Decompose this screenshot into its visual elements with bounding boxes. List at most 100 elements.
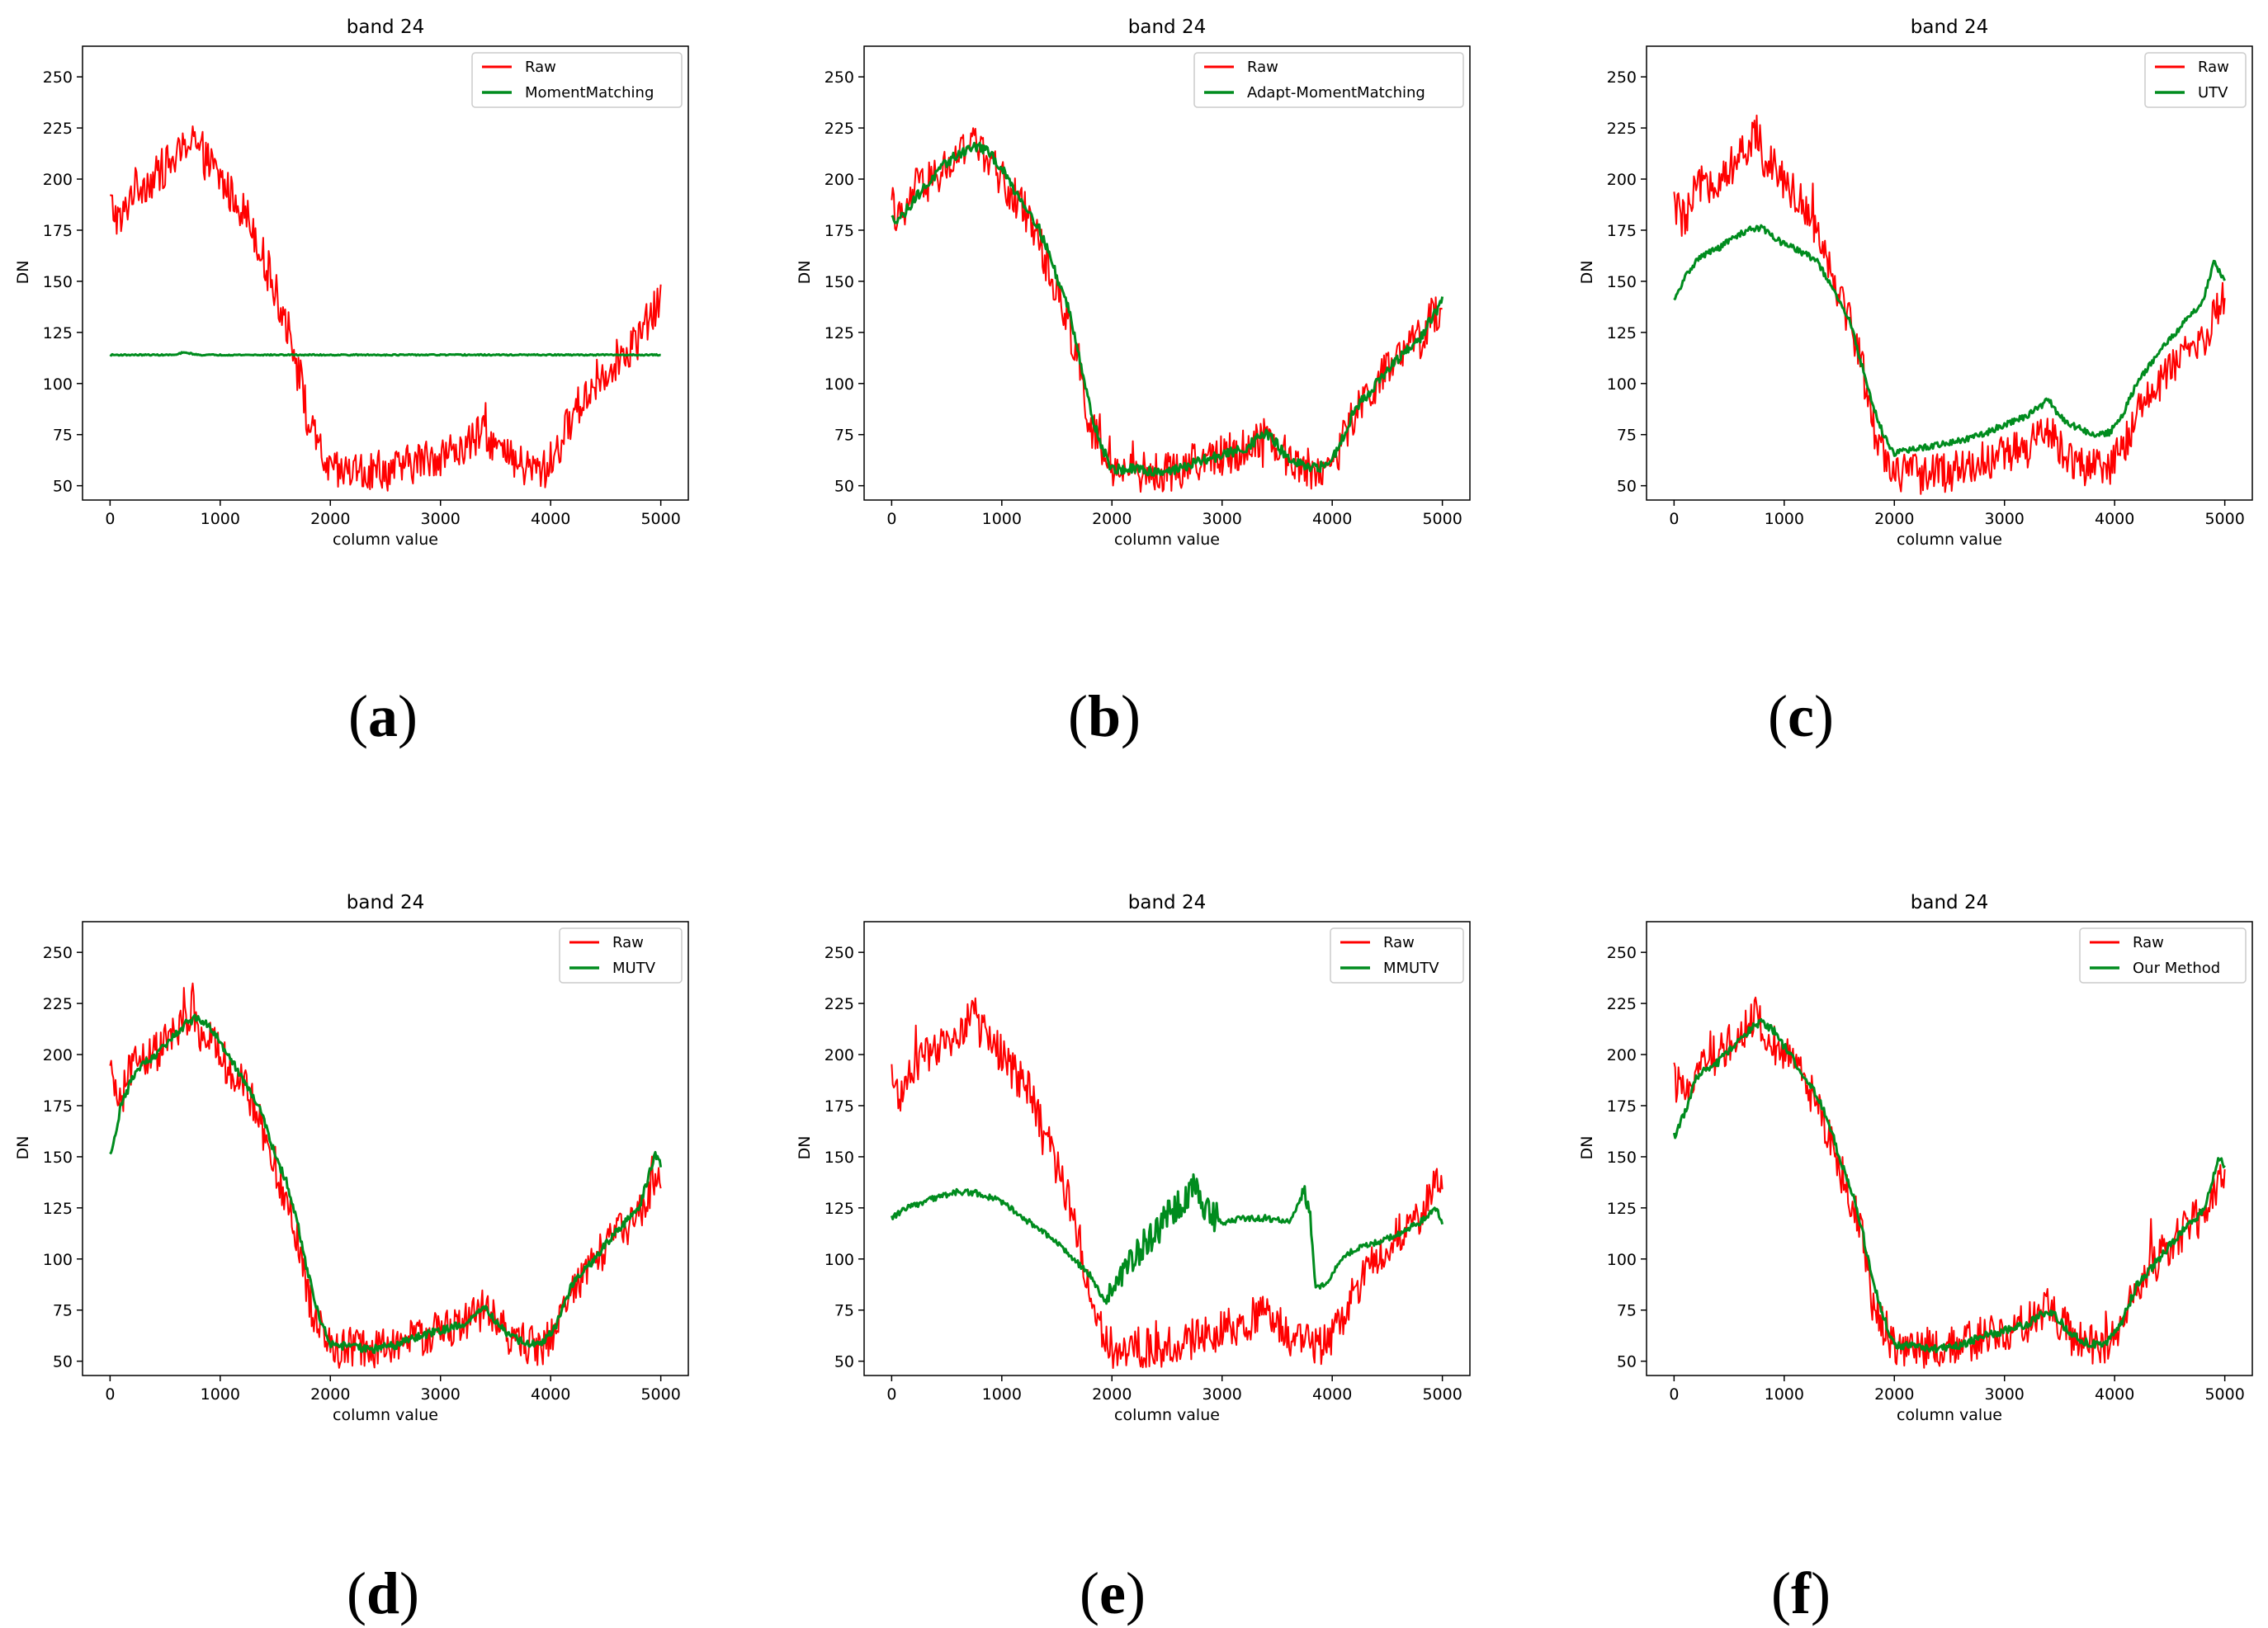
panel-a-ytick-label-125: 125 <box>43 324 73 342</box>
panel-c-legend-box <box>2144 52 2247 108</box>
panel-a-series-raw-line <box>109 125 662 492</box>
panel-b: band 24 column value DN 0 1000 2000 3000 400… <box>796 17 1471 749</box>
panel-d-legend: Raw MUTV <box>559 927 683 984</box>
panel-f-xtick-label-2000: 2000 <box>1874 1385 1914 1404</box>
panel-a-legend-label-raw: Raw <box>525 59 556 76</box>
panel-e-xtick-label-0: 0 <box>886 1385 896 1404</box>
panel-f-ytick-label-150: 150 <box>1607 1149 1637 1167</box>
panel-f-xtick-label-3000: 3000 <box>1985 1385 2025 1404</box>
panel-b-title: band 24 <box>1128 17 1206 38</box>
panel-d-series-method-line <box>109 1013 663 1354</box>
panel-d-ytick-label-150: 150 <box>43 1149 73 1167</box>
panel-e-plot-area <box>890 997 1444 1369</box>
panel-b-xlabel: column value <box>1114 531 1220 549</box>
panel-b-label: (b) <box>1068 683 1141 749</box>
panel-c-xtick-label-2000: 2000 <box>1874 510 1914 528</box>
panel-d-frame <box>82 921 689 1376</box>
panel-a-xtick-label-5000: 5000 <box>640 510 680 528</box>
panel-f-legend-label-method: Our Method <box>2133 960 2220 977</box>
panel-b-xtick-label-3000: 3000 <box>1203 510 1242 528</box>
panel-e-ytick-label-125: 125 <box>825 1200 854 1218</box>
panel-c-ticks: 0 1000 2000 3000 4000 5000 50 75 100 125 150 175 200… <box>1607 68 2245 528</box>
panel-d-xtick-label-5000: 5000 <box>640 1385 680 1404</box>
panel-b-xtick-label-0: 0 <box>886 510 896 528</box>
panel-a-legend: Raw MomentMatching <box>471 52 683 108</box>
panel-e-ytick-label-150: 150 <box>825 1149 854 1167</box>
panel-a-ytick-label-150: 150 <box>43 273 73 291</box>
panel-b-frame <box>863 45 1471 501</box>
panel-a-xtick-label-4000: 4000 <box>531 510 570 528</box>
panel-d-ytick-label-100: 100 <box>43 1251 73 1269</box>
panel-d-series-raw-line <box>109 982 662 1369</box>
panel-d-xtick-label-4000: 4000 <box>531 1385 570 1404</box>
panel-e-title: band 24 <box>1128 892 1206 913</box>
panel-e-xtick-label-4000: 4000 <box>1312 1385 1352 1404</box>
panel-a-plot-area <box>109 125 662 492</box>
panel-b-ytick-label-100: 100 <box>825 375 854 394</box>
panel-e-ytick-label-225: 225 <box>825 995 854 1013</box>
panel-e-label: (e) <box>1080 1560 1146 1626</box>
panel-c-ytick-label-50: 50 <box>1617 478 1637 496</box>
panel-c: band 24 column value DN 0 1000 2000 3000 400… <box>1578 17 2253 749</box>
panel-b-xtick-label-1000: 1000 <box>982 510 1022 528</box>
panel-c-xtick-label-0: 0 <box>1669 510 1679 528</box>
panel-d-xtick-label-1000: 1000 <box>201 1385 240 1404</box>
panel-f-xlabel: column value <box>1897 1406 2002 1424</box>
panel-b-series-raw-line <box>891 127 1443 493</box>
panel-e-frame <box>863 921 1471 1376</box>
panel-d-xtick-label-2000: 2000 <box>310 1385 350 1404</box>
panel-a-ytick-label-75: 75 <box>53 427 73 445</box>
panel-d-xlabel: column value <box>333 1406 438 1424</box>
panel-a-ytick-label-50: 50 <box>53 478 73 496</box>
panel-d-plot-area <box>109 982 663 1369</box>
panel-e-ytick-label-50: 50 <box>834 1353 854 1371</box>
panel-a-frame <box>82 45 689 501</box>
panel-f: band 24 column value DN 0 1000 2000 3000 400… <box>1578 892 2253 1626</box>
panel-f-ytick-label-175: 175 <box>1607 1097 1637 1116</box>
panel-b-ytick-label-250: 250 <box>825 68 854 87</box>
panel-b-ytick-label-175: 175 <box>825 222 854 240</box>
panel-e-xlabel: column value <box>1114 1406 1220 1424</box>
panel-d-ticks: 0 1000 2000 3000 4000 5000 50 75 100 125 150 175 200… <box>43 944 681 1404</box>
panel-f-legend: Raw Our Method <box>2079 927 2247 984</box>
panel-e-ytick-label-250: 250 <box>825 944 854 962</box>
panel-d-ytick-label-200: 200 <box>43 1046 73 1064</box>
panel-f-xtick-label-1000: 1000 <box>1765 1385 1804 1404</box>
panel-d-ytick-label-75: 75 <box>53 1302 73 1320</box>
panel-f-frame <box>1646 921 2253 1376</box>
panel-a-ytick-label-250: 250 <box>43 68 73 87</box>
panel-b-legend: Raw Adapt-MomentMatching <box>1193 52 1464 108</box>
panel-a-legend-label-method: MomentMatching <box>525 84 654 101</box>
panel-d-title: band 24 <box>347 892 424 913</box>
panel-b-ytick-label-225: 225 <box>825 120 854 138</box>
panel-c-ytick-label-200: 200 <box>1607 171 1637 189</box>
panel-f-xtick-label-0: 0 <box>1669 1385 1679 1404</box>
panel-f-ytick-label-200: 200 <box>1607 1046 1637 1064</box>
panel-a: band 24 column value DN 0 1000 2000 3000 400… <box>14 17 689 749</box>
panel-b-ytick-label-50: 50 <box>834 478 854 496</box>
panel-e-ticks: 0 1000 2000 3000 4000 5000 50 75 100 125 150 175 200… <box>825 944 1462 1404</box>
panel-d-ytick-label-225: 225 <box>43 995 73 1013</box>
panel-c-label: (c) <box>1768 683 1834 749</box>
panel-b-ytick-label-200: 200 <box>825 171 854 189</box>
panel-f-xtick-label-5000: 5000 <box>2204 1385 2244 1404</box>
panel-e-series-method-line <box>890 1173 1444 1305</box>
panel-f-ytick-label-50: 50 <box>1617 1353 1637 1371</box>
panel-f-ytick-label-225: 225 <box>1607 995 1637 1013</box>
panel-b-legend-label-raw: Raw <box>1247 59 1278 76</box>
panel-f-plot-area <box>1672 996 2226 1369</box>
panel-e: band 24 column value DN 0 1000 2000 3000 400… <box>796 892 1471 1626</box>
panel-b-legend-label-method: Adapt-MomentMatching <box>1247 84 1425 101</box>
panel-e-ytick-label-100: 100 <box>825 1251 854 1269</box>
panel-e-xtick-label-1000: 1000 <box>982 1385 1022 1404</box>
panel-f-ytick-label-125: 125 <box>1607 1200 1637 1218</box>
panel-a-label: (a) <box>348 683 418 749</box>
panel-e-ytick-label-175: 175 <box>825 1097 854 1116</box>
panel-d-xtick-label-3000: 3000 <box>421 1385 461 1404</box>
panel-c-xtick-label-5000: 5000 <box>2204 510 2244 528</box>
panel-c-xtick-label-4000: 4000 <box>2095 510 2134 528</box>
panel-a-legend-box <box>471 52 683 108</box>
panel-b-xtick-label-2000: 2000 <box>1092 510 1132 528</box>
panel-f-ytick-label-100: 100 <box>1607 1251 1637 1269</box>
panel-b-ytick-label-75: 75 <box>834 427 854 445</box>
